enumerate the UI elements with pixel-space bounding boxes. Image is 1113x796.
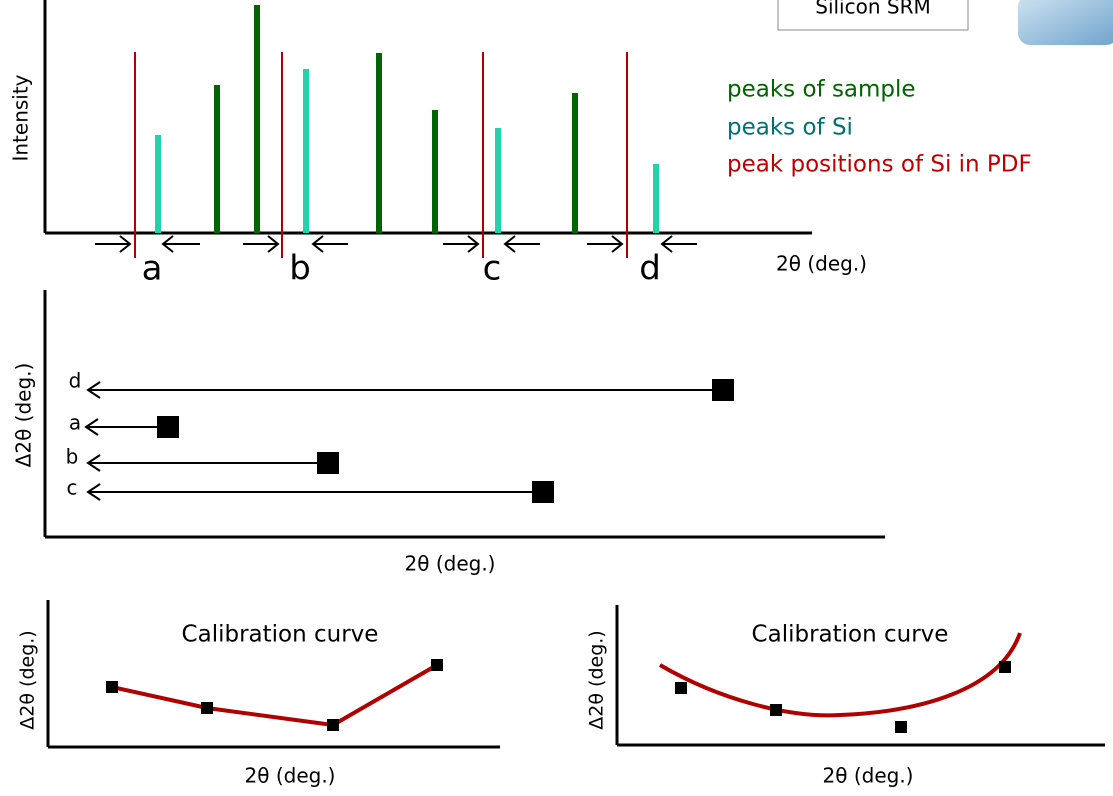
srm-box — [777, 0, 969, 31]
left-curve: Calibration curve Δ2θ (deg.) 2θ (deg.) — [17, 600, 500, 788]
points — [675, 661, 1011, 733]
legend-sample: peaks of sample — [727, 77, 916, 103]
point-label: b — [66, 445, 79, 469]
y-label: Intensity — [9, 74, 33, 161]
title: Calibration curve — [752, 622, 949, 648]
point-label: a — [69, 411, 81, 435]
middle-plot: d a b c Δ2θ (deg.) 2θ (deg.) — [12, 290, 885, 576]
gap-label: d — [639, 249, 661, 289]
srm-image — [1018, 0, 1113, 45]
gap-arrows — [95, 235, 697, 253]
x-label: 2θ (deg.) — [823, 764, 914, 788]
offset-points — [157, 379, 734, 503]
si-peaks — [155, 69, 659, 233]
right-curve: Calibration curve Δ2θ (deg.) 2θ (deg.) — [586, 605, 1105, 788]
points — [106, 659, 443, 731]
y-label: Δ2θ (deg.) — [17, 630, 39, 729]
top-plot: a b c d Intensity 2θ (deg.) peaks of sam… — [9, 0, 1032, 289]
legend-pdf: peak positions of Si in PDF — [727, 152, 1032, 178]
srm-label: Silicon SRM — [815, 0, 930, 19]
gap-label: a — [142, 249, 163, 289]
pdf-positions — [134, 52, 628, 258]
x-label: 2θ (deg.) — [405, 552, 496, 576]
curve — [658, 632, 1022, 718]
sample-peaks — [214, 5, 578, 233]
curve — [111, 663, 438, 728]
x-label: 2θ (deg.) — [245, 764, 336, 788]
x-label: 2θ (deg.) — [776, 252, 867, 276]
y-label: Δ2θ (deg.) — [12, 363, 36, 468]
offset-arrows — [84, 381, 715, 501]
point-label: d — [69, 369, 82, 393]
point-label: c — [67, 476, 78, 500]
gap-label: b — [289, 249, 311, 289]
legend-si: peaks of Si — [727, 115, 853, 141]
y-label: Δ2θ (deg.) — [586, 630, 608, 729]
title: Calibration curve — [182, 622, 379, 648]
gap-label: c — [483, 249, 502, 289]
